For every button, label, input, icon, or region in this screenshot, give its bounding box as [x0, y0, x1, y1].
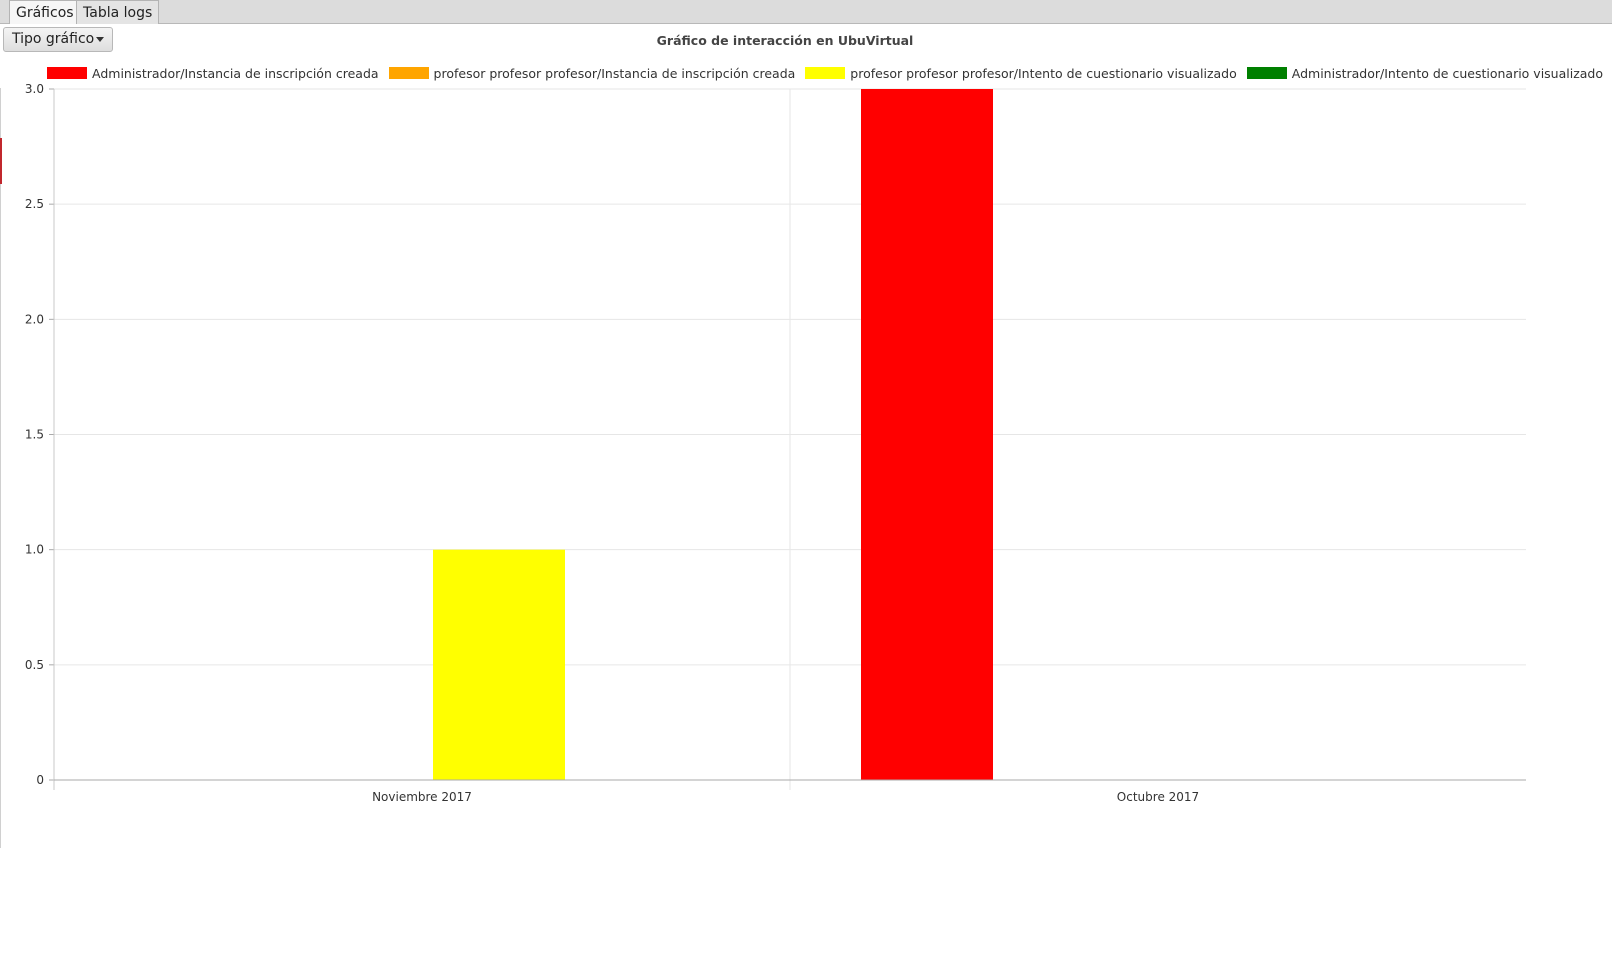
chart-title: Gráfico de interacción en UbuVirtual: [656, 33, 914, 48]
x-tick-label: Noviembre 2017: [372, 790, 472, 804]
y-tick-label: 2.5: [25, 197, 44, 211]
legend-item: Administrador/Instancia de inscripción c…: [47, 66, 379, 81]
legend-swatch: [805, 67, 846, 79]
left-panel-marker: [0, 138, 2, 184]
legend-swatch: [47, 67, 87, 79]
legend-item: profesor profesor profesor/Intento de cu…: [805, 65, 1237, 81]
tab-bar: Gráficos Tabla logs: [0, 0, 1612, 24]
chart-type-dropdown-label: Tipo gráfico: [12, 31, 95, 47]
legend-swatch: [388, 67, 429, 79]
chart-type-dropdown[interactable]: Tipo gráfico: [3, 27, 113, 52]
chart-legend: Administrador/Instancia de inscripción c…: [47, 65, 1612, 81]
legend-item: Administrador/Intento de cuestionario vi…: [1246, 65, 1604, 81]
bar: [433, 549, 565, 780]
legend-item: profesor profesor profesor/Instancia de …: [388, 65, 796, 81]
legend-label: profesor profesor profesor/Intento de cu…: [850, 65, 1237, 81]
y-tick-label: 0: [36, 773, 44, 787]
y-tick-label: 2.0: [25, 312, 44, 326]
bar: [861, 89, 993, 780]
legend-label: Administrador/Intento de cuestionario vi…: [1291, 65, 1604, 81]
chevron-down-icon: [96, 37, 104, 42]
y-tick-label: 1.0: [25, 543, 44, 557]
left-panel-edge: [0, 88, 4, 848]
y-tick-label: 1.5: [25, 428, 44, 442]
tab-graficos[interactable]: Gráficos: [9, 0, 81, 24]
x-tick-label: Octubre 2017: [1117, 790, 1199, 804]
legend-label: Administrador/Instancia de inscripción c…: [92, 65, 379, 81]
y-tick-label: 3.0: [25, 82, 44, 96]
y-tick-label: 0.5: [25, 658, 44, 672]
tab-tabla-logs[interactable]: Tabla logs: [76, 0, 160, 24]
legend-swatch: [1246, 67, 1287, 79]
legend-label: profesor profesor profesor/Instancia de …: [433, 65, 796, 81]
